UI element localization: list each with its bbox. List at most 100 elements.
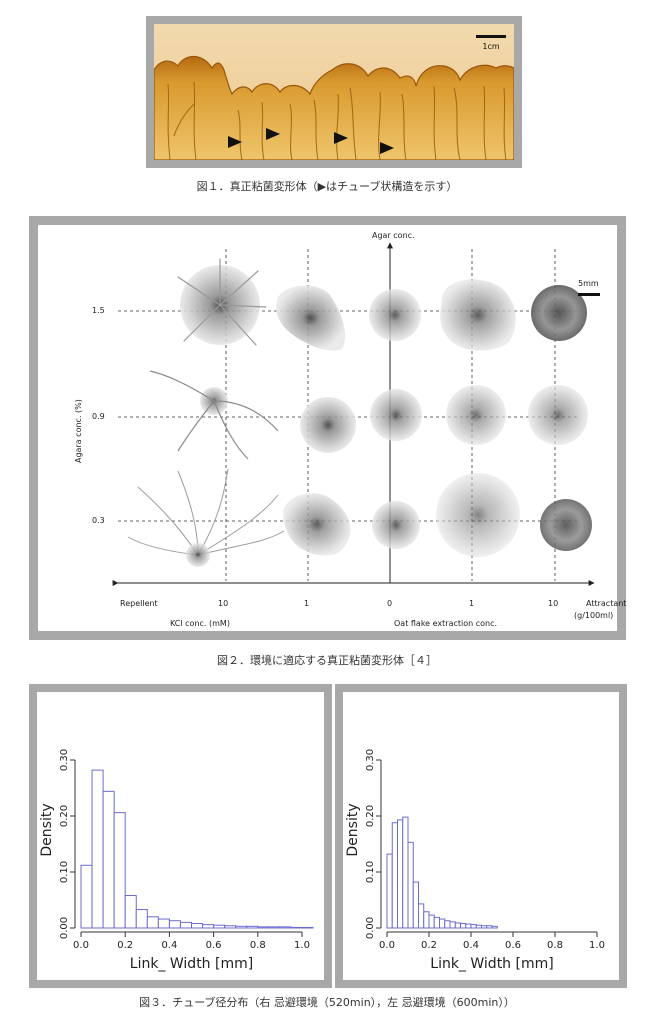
y-tick-label: 0.20 [365,805,376,827]
y-axis-title: Agar conc. [372,231,415,240]
x-tick-label: 10 [218,599,229,608]
histogram-bar [433,916,440,929]
histogram-bar [191,923,204,929]
histogram-right: 0.0 0.2 0.4 0.6 0.8 1.0 0.00 0.10 0.20 0.30 Link_ … [345,749,605,972]
right-axis-label: Oat flake extraction conc. [394,619,498,628]
specimen-group [177,258,587,351]
histogram-bar [290,926,303,929]
y-tick-label: 0.10 [59,861,70,883]
adaptation-grid [112,242,600,586]
histogram-bar [412,881,419,929]
y-tick-label: 0.20 [59,805,70,827]
x-tick-label: 0.4 [161,940,177,951]
histogram-bar [268,926,281,929]
histogram-bar [257,926,270,929]
y-axis-label: Agara conc. (%) [74,399,83,463]
x-tick-label: 1 [469,599,475,608]
histogram-bar [428,914,435,929]
x-tick-label: 1.0 [294,940,310,951]
histogram-bar [224,925,237,929]
histogram-bar [407,841,414,929]
x-tick-label: 0 [387,599,393,608]
scale-bar [476,35,506,38]
y-tick-label: 0.00 [59,917,70,939]
histogram-bar [444,920,451,929]
histogram-bar [402,816,409,929]
figure1-photo-frame: 1cm [146,16,522,168]
x-axis-label: Link_ Width [mm] [430,956,553,972]
histogram-bar [301,926,314,929]
x-tick-label: 0.8 [547,940,563,951]
histogram-panel-left: 0.0 0.2 0.4 0.6 0.8 1.0 0.00 0.10 0.20 0.30 Link_ … [29,684,332,988]
histogram-bar [475,924,482,929]
histogram-bar [124,895,137,929]
histogram-bar [235,925,248,929]
scale-bar-label: 5mm [578,279,599,288]
x-tick-label: 0.2 [421,940,437,951]
right-end-unit: (g/100ml) [574,611,614,620]
histogram-bar [439,918,446,929]
histogram-bar [460,923,467,929]
y-tick-label: 0.10 [365,861,376,883]
figure3-caption: 図３．チューブ径分布（右 忌避環境（520min），左 忌避環境（600min）… [139,996,515,1009]
scale-bar [578,293,600,296]
histogram-bar [113,812,126,929]
left-axis-label: KCl conc. (mM) [170,619,230,628]
y-axis-label: Density [39,803,55,856]
histogram-bar [418,903,425,929]
y-tick-label: 0.3 [92,516,105,525]
x-tick-label: 0.8 [250,940,266,951]
histogram-bar [135,909,148,929]
histogram-bar [486,925,493,929]
histogram-bar [91,769,104,929]
histogram-bar [213,924,226,929]
histogram-bar [449,921,456,929]
histogram-bar [491,925,498,929]
histogram-bar [386,853,393,929]
histogram-bar [279,926,292,929]
x-tick-label: 0.2 [117,940,133,951]
tube-marker-group [228,128,394,154]
x-tick-label: 1.0 [589,940,605,951]
figure1-caption: 図１．真正粘菌変形体（▶はチューブ状構造を示す） [196,180,458,193]
x-axis-label: Link_ Width [mm] [130,956,253,972]
histogram-bar [465,923,472,929]
x-tick-label: 0.0 [73,940,89,951]
histogram-bar [102,790,115,929]
x-tick-label: 0.6 [206,940,222,951]
slime-mold-photo: 1cm [154,24,514,160]
figure2-frame: Agar conc. 5mm Agara conc. (%) 1.5 0.9 0… [29,216,626,640]
x-tick-label: 0.4 [463,940,479,951]
left-end-label: Repellent [120,599,158,608]
histogram-bar [470,924,477,929]
histogram-panel-right: 0.0 0.2 0.4 0.6 0.8 1.0 0.00 0.10 0.20 0.30 Link_ … [335,684,627,988]
histogram-bar [157,918,170,929]
y-tick-label: 0.9 [92,412,105,421]
x-tick-label: 0.6 [505,940,521,951]
histogram-left: 0.0 0.2 0.4 0.6 0.8 1.0 0.00 0.10 0.20 0.30 Link_ … [39,749,314,972]
histogram-bar [246,925,259,929]
x-tick-label: 10 [548,599,559,608]
y-axis-label: Density [345,803,361,856]
scale-bar-label: 1cm [482,42,499,51]
histogram-bar [146,916,159,929]
histogram-bar [80,864,93,929]
histogram-bar [179,921,192,929]
histogram-bar [481,925,488,929]
y-tick-label: 1.5 [92,306,105,315]
histogram-bar [423,911,430,929]
y-tick-label: 0.30 [365,749,376,771]
histogram-bar [391,822,398,929]
tube-marker-arrow [334,132,348,144]
tube-marker-arrow [380,142,394,154]
histogram-bar [397,819,404,929]
histogram-bar [454,922,461,929]
x-tick-label: 0.0 [379,940,395,951]
x-tick-label: 1 [304,599,310,608]
histogram-bar [202,924,215,929]
right-end-label: Attractant [586,599,627,608]
figure2-caption: 図２．環境に適応する真正粘菌変形体［４］ [217,654,437,667]
tube-marker-arrow [266,128,280,140]
tube-marker-arrow [228,136,242,148]
histogram-bar [168,920,181,929]
